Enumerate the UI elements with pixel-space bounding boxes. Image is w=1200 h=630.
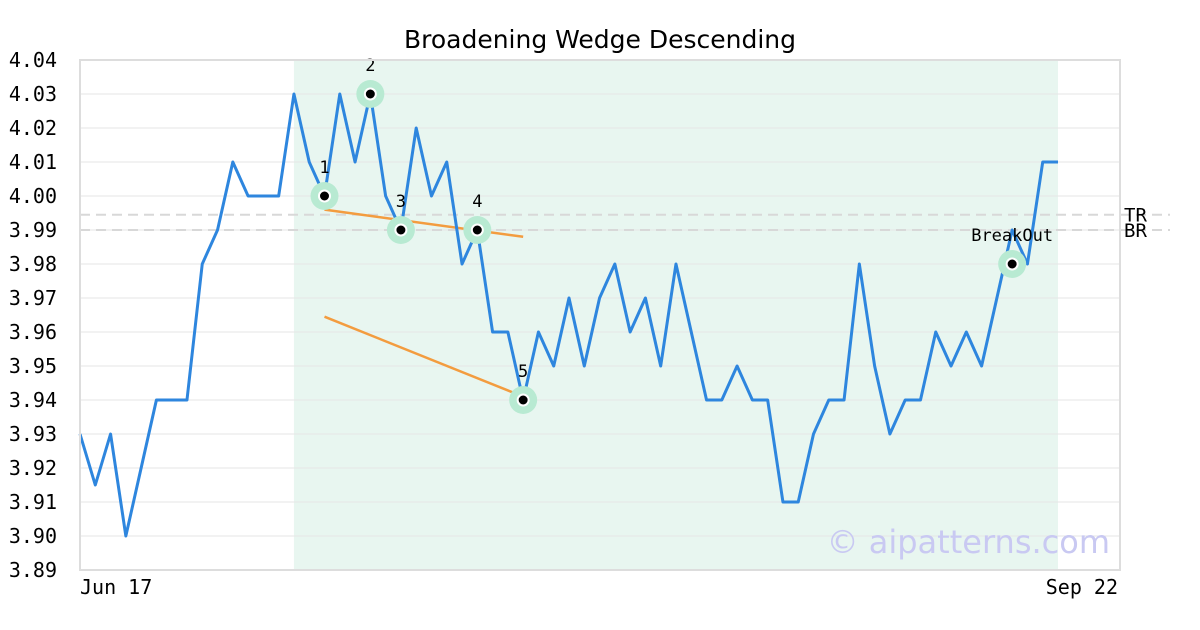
trend-line — [324, 315, 524, 398]
y-tick-label: 4.03 — [9, 82, 57, 106]
pattern-point-marker — [470, 223, 484, 237]
pattern-point-marker — [516, 393, 530, 407]
watermark: © aipatterns.com — [827, 523, 1110, 561]
pattern-point-marker — [394, 223, 408, 237]
y-tick-label: 3.94 — [9, 388, 57, 412]
chart-title: Broadening Wedge Descending — [404, 25, 796, 54]
reference-line-label: TR — [1124, 205, 1147, 227]
price-series-line — [78, 92, 1058, 538]
y-tick-label: 3.97 — [9, 286, 57, 310]
y-tick-label: 4.00 — [9, 184, 57, 208]
y-tick-label: 3.90 — [9, 524, 57, 548]
plot-frame — [79, 59, 1121, 571]
x-tick-label-end: Sep 22 — [1046, 575, 1118, 599]
pattern-point-marker — [1005, 257, 1019, 271]
pattern-highlight-region — [293, 60, 1058, 570]
pattern-point-label: 2 — [365, 56, 375, 76]
y-tick-label: 3.99 — [9, 218, 57, 242]
pattern-point-label: 4 — [472, 192, 482, 212]
x-tick-label-start: Jun 17 — [80, 575, 152, 599]
y-tick-label: 3.91 — [9, 490, 57, 514]
pattern-point-marker — [363, 87, 377, 101]
pattern-points: 1 2 3 4 5 BreakOut — [310, 56, 1053, 414]
pattern-point-marker — [318, 189, 331, 203]
y-axis-ticks: 4.04 4.03 4.02 4.01 4.00 3.99 3.98 3.97 3.96 3.95… — [9, 48, 57, 582]
y-tick-label: 3.89 — [9, 558, 57, 582]
y-tick-label: 4.04 — [9, 48, 57, 72]
pattern-point-label: BreakOut — [971, 226, 1053, 246]
y-tick-label: 3.96 — [9, 320, 57, 344]
y-tick-label: 3.95 — [9, 354, 57, 378]
y-tick-label: 3.93 — [9, 422, 57, 446]
pattern-point-label: 5 — [518, 362, 528, 382]
y-tick-label: 3.98 — [9, 252, 57, 276]
y-tick-label: 4.01 — [9, 150, 57, 174]
pattern-point-label: 1 — [319, 158, 329, 178]
pattern-point-label: 3 — [396, 192, 406, 212]
y-tick-label: 3.92 — [9, 456, 57, 480]
reference-line-label: BR — [1124, 220, 1147, 242]
y-tick-label: 4.02 — [9, 116, 57, 140]
